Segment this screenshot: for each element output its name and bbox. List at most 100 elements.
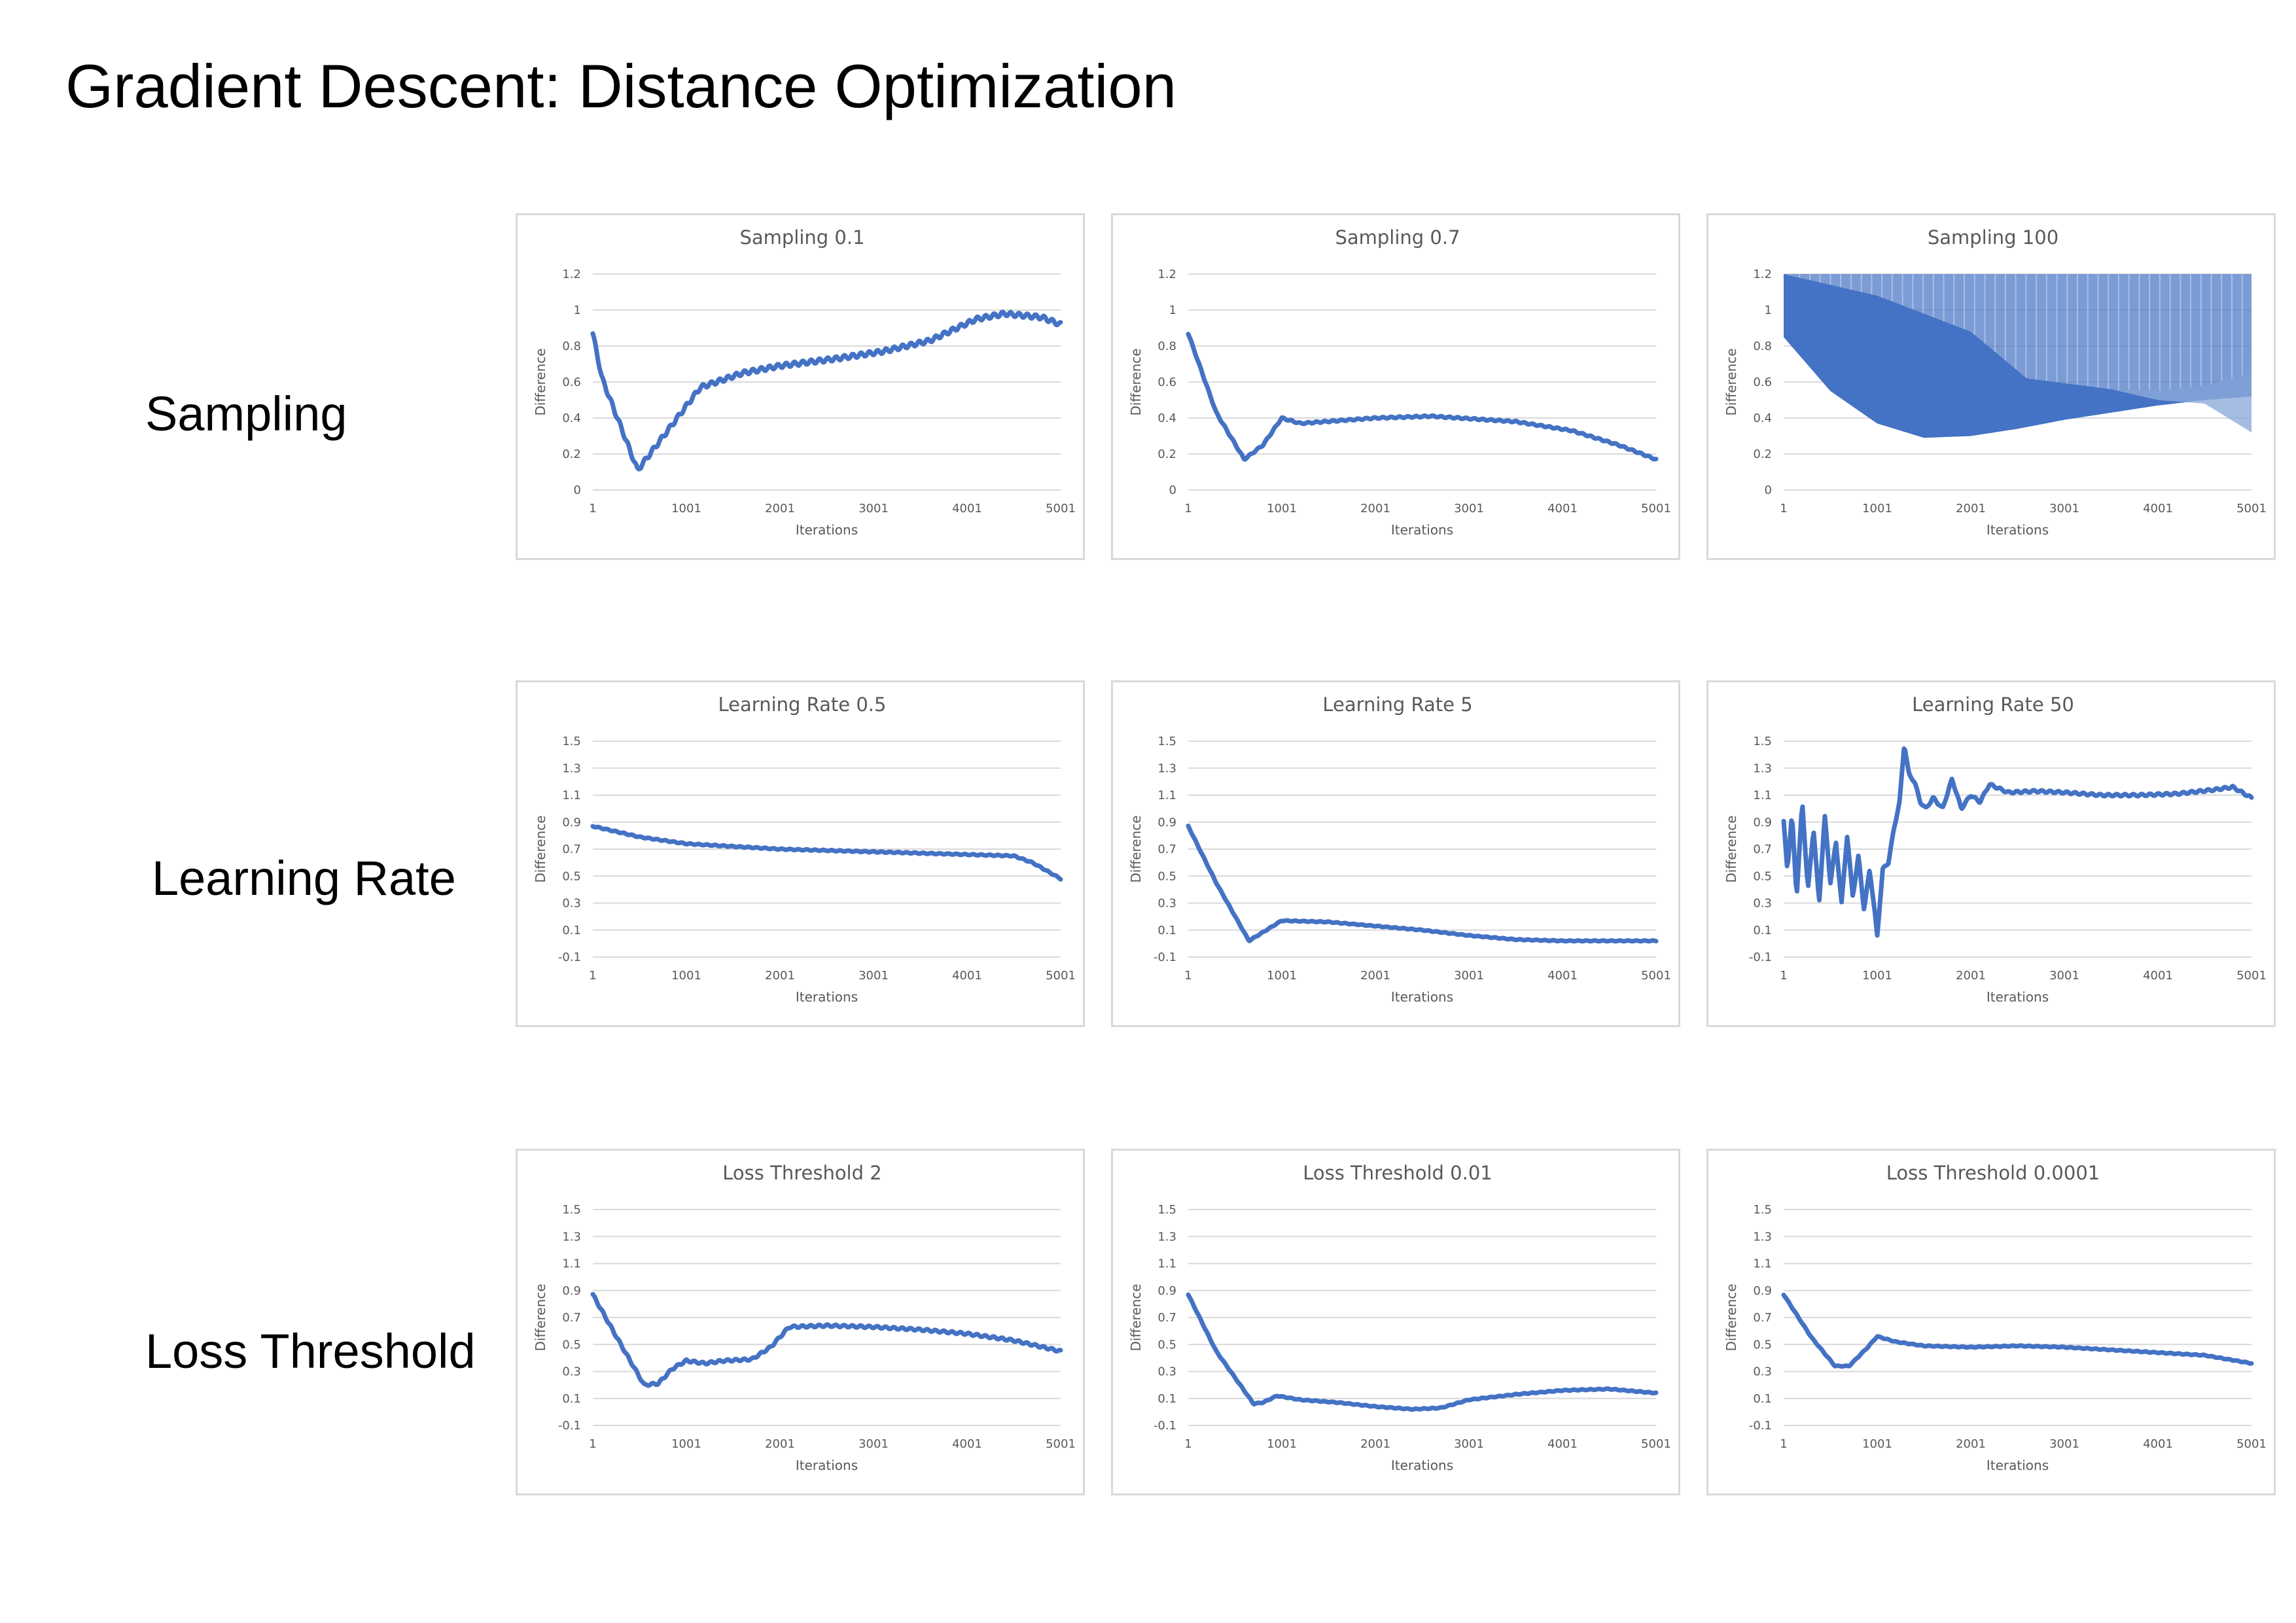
chart-panel: Sampling 0.1 0 0.2 0.4 0.6 0.8 1 1.2 1 1001 2001 30… — [516, 213, 1085, 560]
series-band-tail — [2111, 373, 2252, 432]
y-tick-label: 0.5 — [1753, 869, 1772, 883]
y-tick-label: 1 — [1169, 304, 1176, 317]
row-label-loss-threshold: Loss Threshold — [145, 1324, 476, 1378]
x-tick-label: 5001 — [1046, 502, 1076, 515]
y-tick-label: 0.1 — [1753, 1392, 1772, 1406]
x-tick-label: 1 — [1184, 1437, 1192, 1451]
x-axis-label: Iterations — [796, 522, 858, 538]
x-tick-label: 1 — [589, 1437, 596, 1451]
x-tick-label: 3001 — [858, 969, 889, 983]
x-tick-label: 1001 — [1267, 1437, 1297, 1451]
x-tick-label: 5001 — [2236, 502, 2267, 515]
x-tick-label: 3001 — [2049, 1437, 2079, 1451]
y-tick-label: -0.1 — [558, 951, 581, 964]
y-axis-label: Difference — [1128, 815, 1144, 882]
y-tick-label: 0.1 — [1753, 924, 1772, 937]
y-tick-label: 1.5 — [1157, 1203, 1176, 1217]
x-tick-label: 3001 — [1454, 502, 1484, 515]
x-tick-label: 1 — [1780, 502, 1787, 515]
y-tick-label: 1.2 — [562, 268, 581, 281]
y-tick-label: 0.8 — [562, 340, 581, 353]
y-tick-label: 0.1 — [1157, 1392, 1176, 1406]
series-line — [590, 824, 1063, 882]
x-axis-label: Iterations — [1987, 989, 2049, 1005]
y-tick-label: 0.7 — [562, 843, 581, 856]
x-tick-label: 1001 — [671, 1437, 701, 1451]
y-tick-label: 1 — [574, 304, 581, 317]
x-tick-label: 5001 — [2236, 1437, 2267, 1451]
x-tick-label: 1001 — [1267, 969, 1297, 983]
x-axis-label: Iterations — [1391, 1457, 1453, 1473]
y-tick-label: -0.1 — [558, 1419, 581, 1433]
x-tick-label: 1001 — [671, 969, 701, 983]
y-tick-label: 1.1 — [1157, 1257, 1176, 1271]
y-tick-label: 0.7 — [1753, 1311, 1772, 1325]
y-tick-label: 1.5 — [1753, 735, 1772, 748]
series-line — [1186, 332, 1659, 462]
y-tick-label: 0.8 — [1157, 340, 1176, 353]
x-tick-label: 3001 — [858, 1437, 889, 1451]
x-tick-label: 4001 — [952, 969, 982, 983]
y-tick-label: 0.4 — [1157, 411, 1176, 425]
y-axis-label: Difference — [533, 815, 548, 882]
y-tick-label: 0.3 — [1157, 1365, 1176, 1379]
y-tick-label: 0.3 — [562, 897, 581, 911]
y-tick-label: 0.7 — [1157, 843, 1176, 856]
x-axis-label: Iterations — [796, 989, 858, 1005]
chart-panel: Learning Rate 0.5 -0.1 0.1 0.3 0.5 0.7 0.9 1.1 1… — [516, 680, 1085, 1027]
x-tick-label: 3001 — [2049, 502, 2079, 515]
y-tick-label: 0.6 — [1753, 375, 1772, 389]
y-tick-label: -0.1 — [1154, 951, 1176, 964]
y-tick-label: 1.2 — [1753, 268, 1772, 281]
y-tick-label: 0.2 — [562, 447, 581, 461]
y-tick-label: 1.3 — [1753, 1230, 1772, 1244]
x-tick-label: 4001 — [1547, 502, 1578, 515]
x-tick-label: 2001 — [1360, 1437, 1390, 1451]
y-tick-label: -0.1 — [1749, 951, 1772, 964]
x-tick-label: 4001 — [2143, 502, 2173, 515]
chart-title: Loss Threshold 2 — [722, 1162, 881, 1184]
y-tick-label: -0.1 — [1749, 1419, 1772, 1433]
y-tick-label: 0.9 — [562, 816, 581, 829]
chart-title: Learning Rate 5 — [1322, 693, 1472, 716]
x-axis-label: Iterations — [1987, 1457, 2049, 1473]
chart-title: Learning Rate 0.5 — [718, 693, 887, 716]
y-axis-label: Difference — [533, 348, 548, 415]
chart-title: Sampling 100 — [1928, 226, 2058, 249]
x-tick-label: 5001 — [1046, 1437, 1076, 1451]
y-tick-label: 1.3 — [562, 1230, 581, 1244]
y-tick-label: 0.1 — [1157, 924, 1176, 937]
chart-panel: Learning Rate 50 -0.1 0.1 0.3 0.5 0.7 0.9 1.1 1.… — [1706, 680, 2276, 1027]
y-tick-label: 0.9 — [1157, 816, 1176, 829]
chart-title: Loss Threshold 0.01 — [1303, 1162, 1492, 1184]
y-axis-label: Difference — [1128, 1283, 1144, 1351]
y-tick-label: 0 — [1765, 483, 1772, 497]
y-tick-label: 1.1 — [562, 789, 581, 803]
y-tick-label: 0.4 — [1753, 411, 1772, 425]
chart-svg: Sampling 100 0 0.2 0.4 0.6 0.8 1 1.2 1 1001 2001 30… — [1723, 226, 2267, 538]
y-tick-label: 0.6 — [1157, 375, 1176, 389]
chart-panel: Loss Threshold 0.01 -0.1 0.1 0.3 0.5 0.7 0.9 1.… — [1111, 1149, 1680, 1495]
y-tick-label: 0 — [574, 483, 581, 497]
y-tick-label: 0.4 — [562, 411, 581, 425]
x-tick-label: 4001 — [1547, 969, 1578, 983]
x-axis-label: Iterations — [796, 1457, 858, 1473]
y-tick-label: 0.9 — [1753, 816, 1772, 829]
x-tick-label: 5001 — [2236, 969, 2267, 983]
y-tick-label: 1.3 — [562, 761, 581, 775]
y-tick-label: 1.1 — [562, 1257, 581, 1271]
y-tick-label: 1.5 — [1157, 735, 1176, 748]
y-tick-label: 1.3 — [1157, 761, 1176, 775]
y-tick-label: 1.1 — [1753, 1257, 1772, 1271]
row-label-sampling: Sampling — [145, 387, 347, 441]
chart-svg: Loss Threshold 2 -0.1 0.1 0.3 0.5 0.7 0.9 1.1 1.… — [533, 1162, 1076, 1473]
y-tick-label: 0.3 — [1157, 897, 1176, 911]
y-tick-label: 1.5 — [562, 735, 581, 748]
y-tick-label: 1.5 — [562, 1203, 581, 1217]
series-line — [1186, 1292, 1659, 1412]
y-tick-label: 0.9 — [1753, 1284, 1772, 1298]
series-line — [1781, 1293, 2254, 1369]
x-tick-label: 1 — [1780, 1437, 1787, 1451]
x-tick-label: 1001 — [671, 502, 701, 515]
y-tick-label: 1.1 — [1157, 789, 1176, 803]
